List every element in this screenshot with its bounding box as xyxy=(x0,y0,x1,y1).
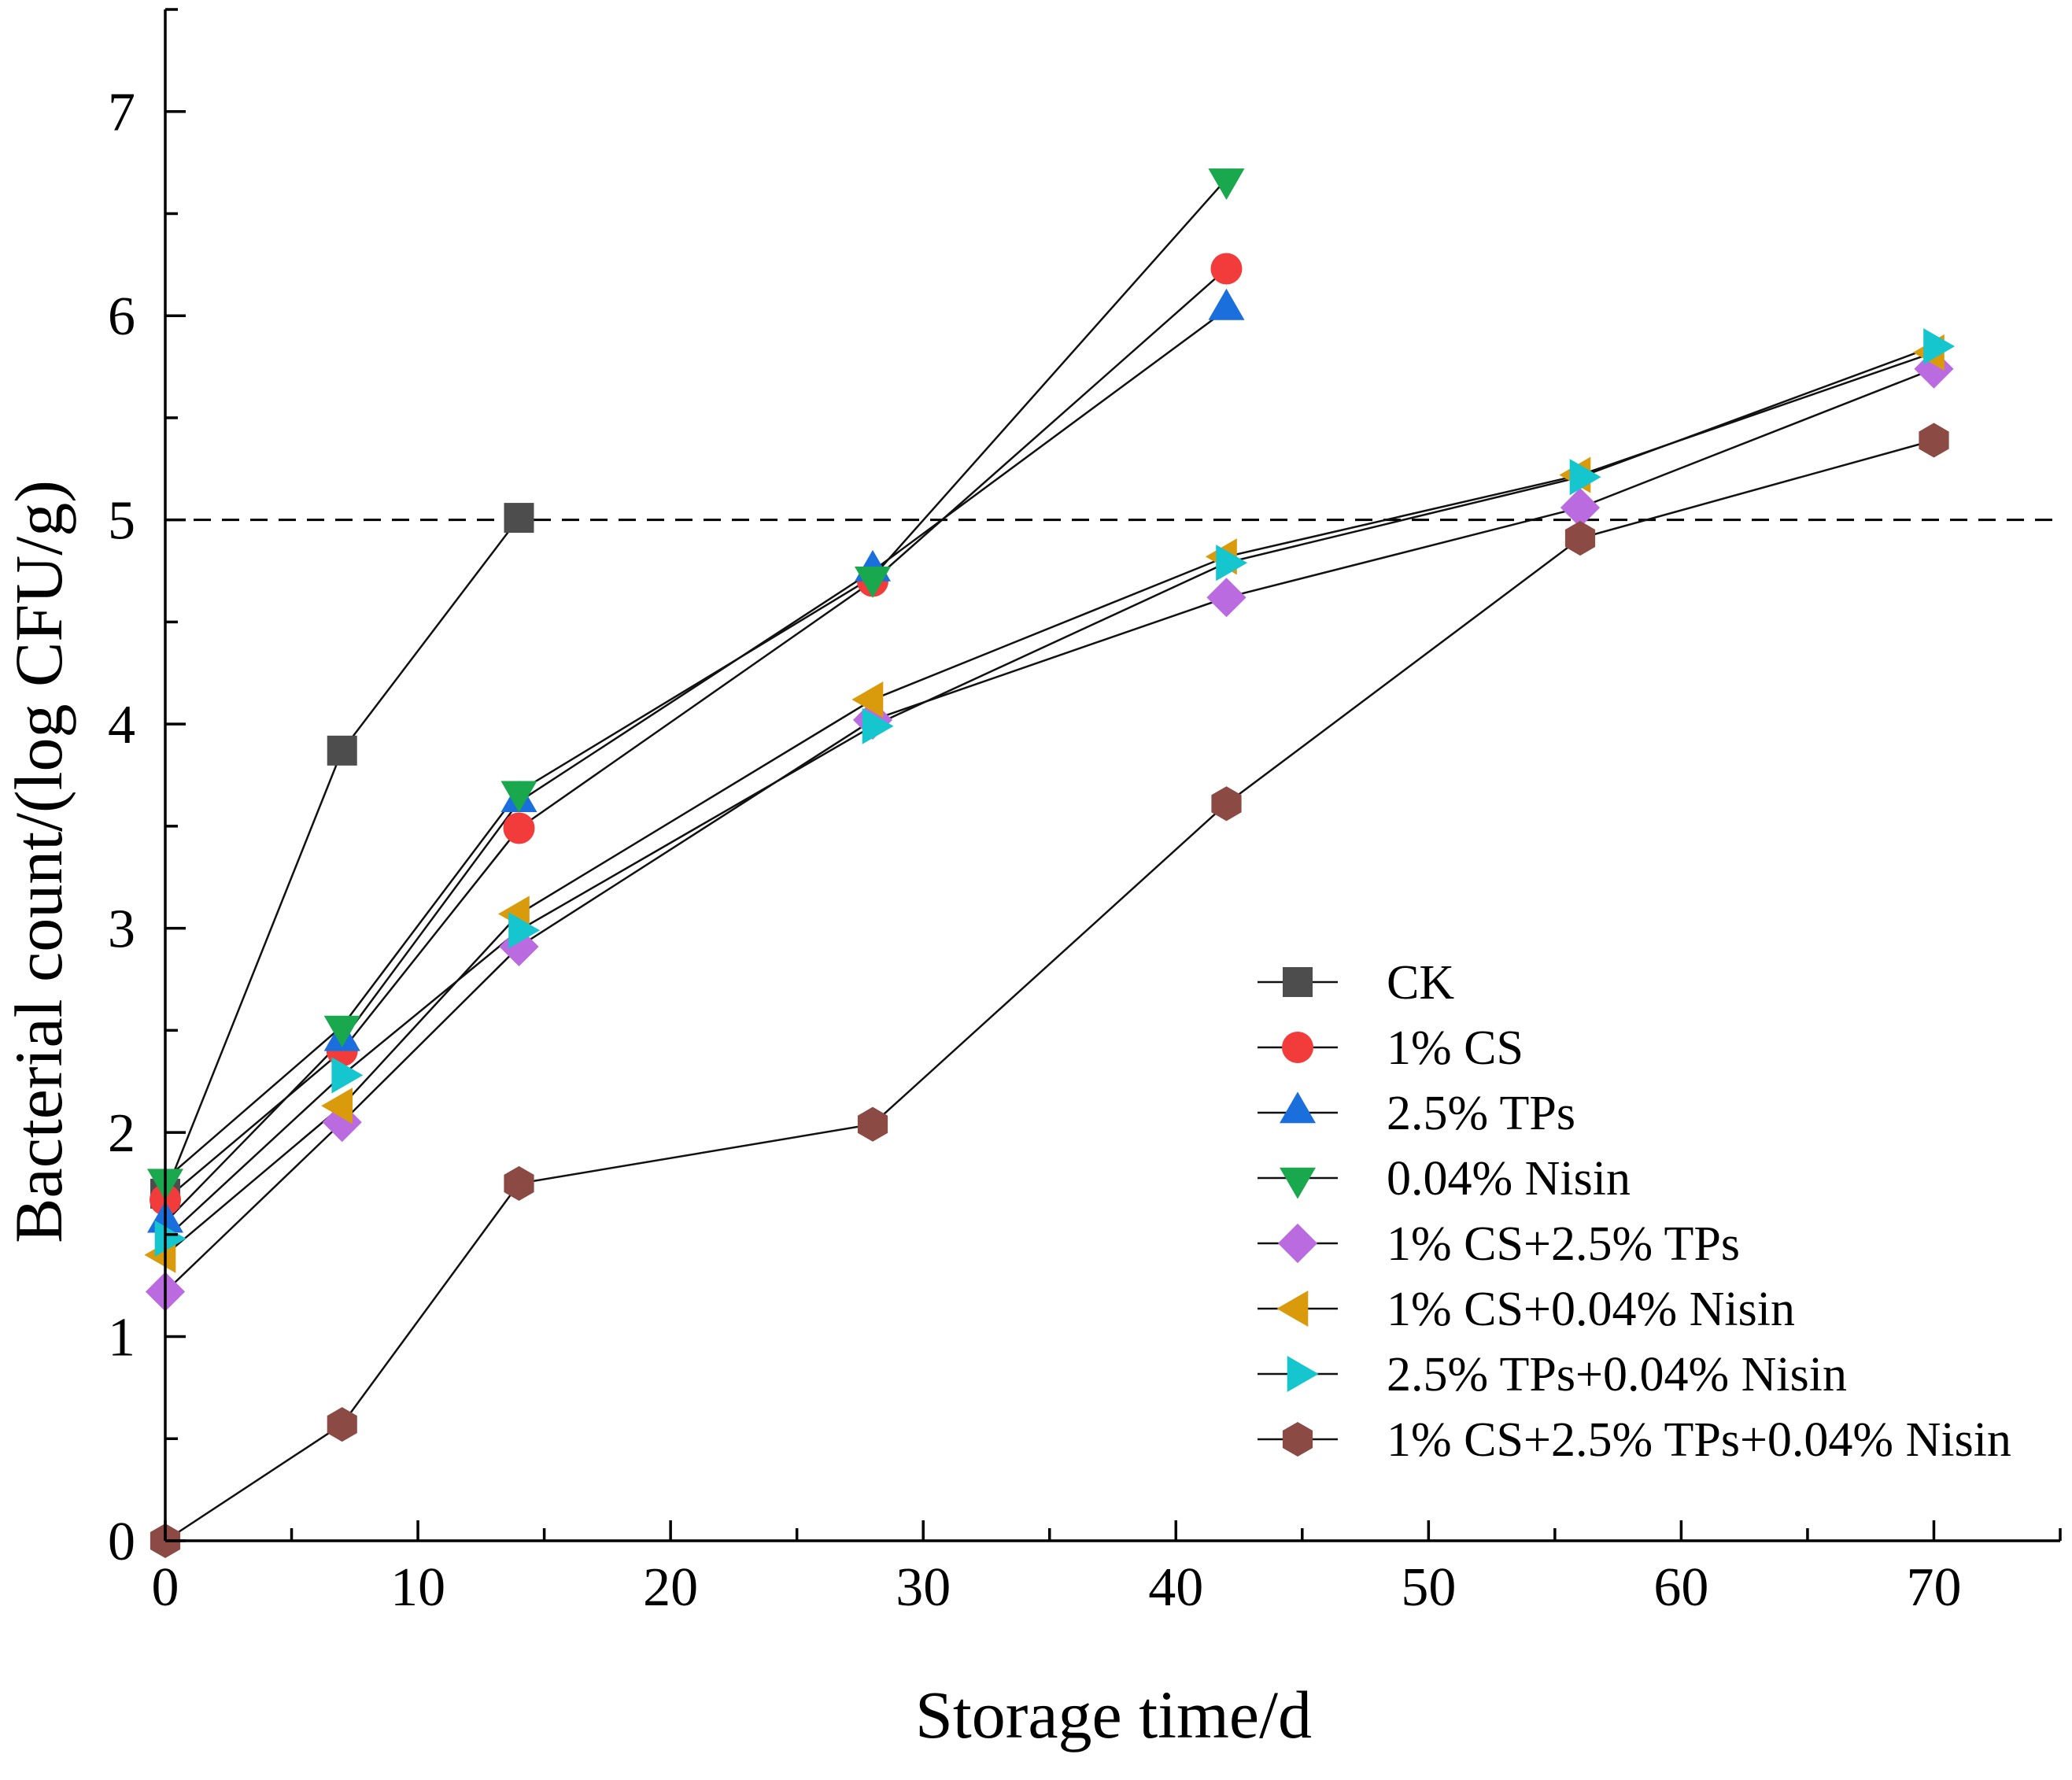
y-tick-label-0: 0 xyxy=(108,1512,135,1572)
y-tick-label-5: 5 xyxy=(108,491,135,552)
series-line-0-04pct-nisin xyxy=(164,178,1228,1180)
data-point-2-5pct-tps-plus-0-04pct-nisin-1 xyxy=(331,1057,364,1094)
data-point-ck-1 xyxy=(327,735,357,766)
x-tick-label-30: 30 xyxy=(896,1557,951,1618)
y-tick-label-3: 3 xyxy=(108,899,135,960)
x-tick-label-60: 60 xyxy=(1653,1557,1708,1618)
x-tick-label-70: 70 xyxy=(1906,1557,1961,1618)
data-point-1pct-cs-plus-2-5pct-tps-6 xyxy=(1914,349,1954,389)
legend-marker-1pct-cs-plus-2-5pct-tps xyxy=(1277,1223,1318,1264)
legend-marker-1pct-cs-plus-2-5pct-tps-plus-0-04pct-nisin xyxy=(1282,1422,1313,1457)
y-axis-title: Bacterial count/(log CFU/g) xyxy=(1,480,76,1243)
legend-marker-1pct-cs xyxy=(1282,1032,1313,1063)
legend-label-ck: CK xyxy=(1387,956,1454,1010)
data-point-2-5pct-tps-plus-0-04pct-nisin-0 xyxy=(154,1221,187,1257)
x-tick-label-50: 50 xyxy=(1401,1557,1456,1618)
x-tick-label-20: 20 xyxy=(643,1557,698,1618)
series-line-1pct-cs-plus-2-5pct-tps xyxy=(164,367,1934,1293)
data-point-1pct-cs-plus-0-04pct-nisin-3 xyxy=(851,681,884,718)
legend-label-2-5pct-tps-plus-0-04pct-nisin: 2.5% TPs+0.04% Nisin xyxy=(1387,1348,1847,1401)
series-line-ck xyxy=(164,517,520,1195)
series-line-2-5pct-tps xyxy=(164,308,1228,1224)
legend-marker-1pct-cs-plus-0-04pct-nisin xyxy=(1276,1291,1309,1327)
data-point-ck-2 xyxy=(504,503,534,534)
series-line-1pct-cs-plus-0-04pct-nisin xyxy=(164,351,1934,1256)
y-tick-label-6: 6 xyxy=(108,286,135,347)
data-point-0-04pct-nisin-4 xyxy=(1208,168,1245,200)
data-point-2-5pct-tps-plus-0-04pct-nisin-2 xyxy=(508,912,541,949)
x-tick-label-40: 40 xyxy=(1148,1557,1203,1618)
data-point-2-5pct-tps-plus-0-04pct-nisin-3 xyxy=(862,707,894,744)
data-point-2-5pct-tps-plus-0-04pct-nisin-6 xyxy=(1923,328,1956,365)
data-point-1pct-cs-plus-2-5pct-tps-plus-0-04pct-nisin-6 xyxy=(1919,423,1949,458)
data-point-1pct-cs-plus-2-5pct-tps-plus-0-04pct-nisin-1 xyxy=(327,1407,357,1442)
series-line-1pct-cs xyxy=(164,268,1228,1201)
data-point-1pct-cs-plus-2-5pct-tps-plus-0-04pct-nisin-3 xyxy=(857,1106,888,1142)
data-point-0-04pct-nisin-2 xyxy=(500,781,537,813)
y-tick-label-4: 4 xyxy=(108,695,135,755)
data-point-1pct-cs-plus-2-5pct-tps-1 xyxy=(322,1102,362,1143)
data-point-1pct-cs-plus-0-04pct-nisin-1 xyxy=(321,1088,353,1125)
legend-label-1pct-cs: 1% CS xyxy=(1387,1021,1524,1075)
data-point-1pct-cs-2 xyxy=(503,812,535,844)
data-point-1pct-cs-plus-2-5pct-tps-5 xyxy=(1560,488,1601,528)
y-tick-label-7: 7 xyxy=(108,83,135,143)
y-tick-label-2: 2 xyxy=(108,1103,135,1164)
legend-marker-ck xyxy=(1283,967,1313,997)
data-point-1pct-cs-plus-2-5pct-tps-4 xyxy=(1206,578,1247,618)
data-point-2-5pct-tps-plus-0-04pct-nisin-4 xyxy=(1216,545,1248,582)
x-tick-label-10: 10 xyxy=(390,1557,445,1618)
legend-label-1pct-cs-plus-2-5pct-tps-plus-0-04pct-nisin: 1% CS+2.5% TPs+0.04% Nisin xyxy=(1387,1413,2011,1467)
x-axis-title: Storage time/d xyxy=(915,1677,1312,1752)
axes: 0 10 20 30 40 50 60 70 0 1 2 3 4 5 6 7 xyxy=(108,8,2062,1618)
data-point-1pct-cs-4 xyxy=(1210,253,1243,285)
data-point-2-5pct-tps-4 xyxy=(1208,288,1245,320)
legend: CK 1% CS 2.5% TPs 0.04% Nisin 1% CS+2.5% TPs… xyxy=(1258,956,2011,1467)
data-point-0-04pct-nisin-1 xyxy=(323,1015,360,1047)
legend-label-2-5pct-tps: 2.5% TPs xyxy=(1387,1087,1575,1140)
x-tick-label-0: 0 xyxy=(152,1557,179,1618)
data-point-1pct-cs-plus-2-5pct-tps-plus-0-04pct-nisin-4 xyxy=(1211,786,1242,822)
legend-marker-2-5pct-tps xyxy=(1280,1091,1316,1124)
legend-marker-0-04pct-nisin xyxy=(1280,1167,1316,1199)
data-point-1pct-cs-plus-2-5pct-tps-plus-0-04pct-nisin-2 xyxy=(504,1165,534,1201)
data-point-0-04pct-nisin-3 xyxy=(855,567,891,598)
series-markers-layer xyxy=(144,168,1956,1558)
y-tick-label-1: 1 xyxy=(108,1308,135,1368)
legend-label-0-04pct-nisin: 0.04% Nisin xyxy=(1387,1152,1631,1206)
series-lines-layer xyxy=(164,178,1934,1542)
legend-label-1pct-cs-plus-2-5pct-tps: 1% CS+2.5% TPs xyxy=(1387,1217,1740,1271)
data-point-1pct-cs-plus-2-5pct-tps-2 xyxy=(499,926,539,966)
data-point-2-5pct-tps-plus-0-04pct-nisin-5 xyxy=(1569,459,1601,496)
legend-marker-2-5pct-tps-plus-0-04pct-nisin xyxy=(1287,1356,1319,1392)
series-line-2-5pct-tps-plus-0-04pct-nisin xyxy=(164,345,1934,1239)
legend-label-1pct-cs-plus-0-04pct-nisin: 1% CS+0.04% Nisin xyxy=(1387,1283,1795,1336)
data-point-1pct-cs-plus-2-5pct-tps-plus-0-04pct-nisin-5 xyxy=(1564,521,1596,556)
